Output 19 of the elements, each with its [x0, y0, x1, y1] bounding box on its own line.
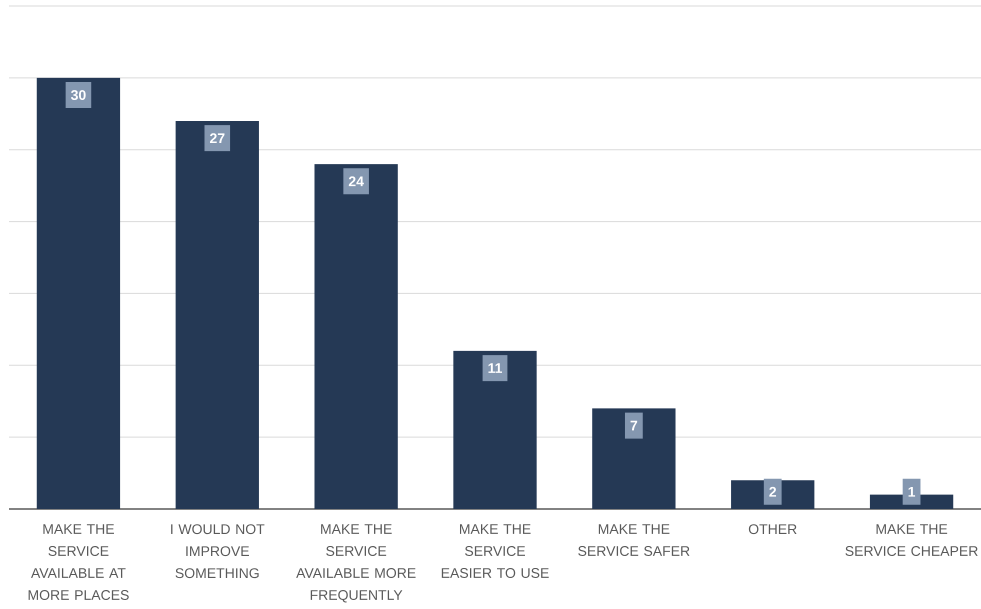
bar — [453, 350, 537, 509]
data-label: 24 — [348, 176, 364, 186]
data-label: 30 — [70, 90, 86, 100]
x-tick-label: I WOULD NOT IMPROVE SOMETHING — [171, 524, 264, 578]
data-label: 2 — [769, 486, 776, 497]
x-tick-label: MAKE THE SERVICE CHEAPER — [845, 524, 978, 556]
data-label: 1 — [908, 486, 916, 497]
bar — [36, 78, 120, 509]
data-label: 7 — [630, 420, 638, 430]
x-tick-label: MAKE THE SERVICE SAFER — [578, 524, 690, 556]
x-tick-label: MAKE THE SERVICE AVAILABLE MORE FREQUENTLY — [296, 524, 416, 602]
x-tick-label: MAKE THE SERVICE AVAILABLE AT MORE PLACES — [28, 524, 129, 600]
x-tick-label: MAKE THE SERVICE EASIER TO USE — [442, 524, 549, 578]
x-tick-label: OTHER — [748, 524, 797, 534]
data-label: 11 — [488, 363, 502, 373]
bar — [592, 408, 676, 509]
bar — [314, 164, 398, 509]
bar — [176, 120, 259, 509]
data-label: 27 — [210, 133, 224, 144]
